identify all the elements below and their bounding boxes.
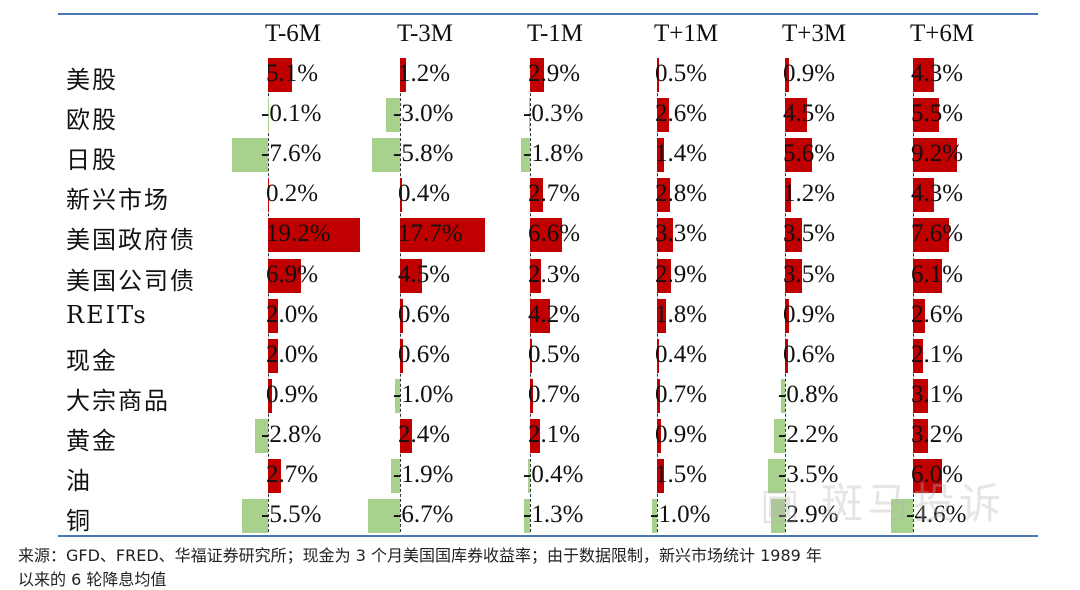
- value-label: -0.4%: [523, 461, 583, 489]
- column-header: T-3M: [397, 20, 517, 48]
- value-label: 0.7%: [655, 381, 707, 409]
- value-label: 3.5%: [783, 220, 835, 248]
- value-label: 0.9%: [266, 381, 318, 409]
- value-label: 2.6%: [655, 100, 707, 128]
- value-label: -1.3%: [523, 501, 583, 529]
- value-label: 2.9%: [655, 261, 707, 289]
- column-header: T+3M: [782, 20, 902, 48]
- row-label: 美股: [66, 60, 118, 95]
- value-label: 2.7%: [528, 180, 580, 208]
- watermark-logo: ▣ 斑马投诉: [760, 470, 1005, 531]
- value-label: 2.9%: [528, 60, 580, 88]
- source-note-line1: 来源：GFD、FRED、华福证券研究所；现金为 3 个月美国国库券收益率；由于数…: [18, 542, 822, 566]
- value-label: -0.3%: [523, 100, 583, 128]
- value-label: -2.8%: [261, 421, 321, 449]
- value-label: 2.1%: [911, 341, 963, 369]
- row-label: 日股: [66, 140, 118, 175]
- value-label: 6.1%: [911, 261, 963, 289]
- value-label: 6.9%: [266, 261, 318, 289]
- value-label: 1.8%: [655, 301, 707, 329]
- value-label: 1.2%: [783, 180, 835, 208]
- value-label: 1.5%: [655, 461, 707, 489]
- top-rule: [58, 13, 1038, 15]
- value-label: 4.5%: [398, 261, 450, 289]
- value-label: -1.0%: [393, 381, 453, 409]
- value-label: 0.9%: [655, 421, 707, 449]
- row-label: 现金: [66, 341, 118, 376]
- value-label: -0.8%: [778, 381, 838, 409]
- row-label: 油: [66, 461, 92, 496]
- value-label: 2.4%: [398, 421, 450, 449]
- source-note-line2: 以来的 6 轮降息均值: [18, 566, 166, 590]
- column-header: T-1M: [527, 20, 647, 48]
- value-label: 5.6%: [783, 140, 835, 168]
- value-label: 0.6%: [398, 341, 450, 369]
- value-label: 0.4%: [398, 180, 450, 208]
- value-label: 0.2%: [266, 180, 318, 208]
- row-label: 铜: [66, 501, 92, 536]
- value-label: 1.2%: [398, 60, 450, 88]
- value-label: 2.3%: [528, 261, 580, 289]
- value-label: 3.3%: [655, 220, 707, 248]
- value-label: 6.6%: [528, 220, 580, 248]
- column-header: T-6M: [265, 20, 385, 48]
- value-label: -1.0%: [650, 501, 710, 529]
- value-label: 2.0%: [266, 341, 318, 369]
- row-label: 欧股: [66, 100, 118, 135]
- row-label: REITs: [66, 301, 148, 329]
- value-label: 19.2%: [266, 220, 331, 248]
- value-label: -5.5%: [261, 501, 321, 529]
- value-label: 4.3%: [911, 180, 963, 208]
- value-label: 4.5%: [783, 100, 835, 128]
- value-label: 3.1%: [911, 381, 963, 409]
- value-label: 2.7%: [266, 461, 318, 489]
- value-label: 2.8%: [655, 180, 707, 208]
- row-label: 美国政府债: [66, 220, 196, 255]
- value-label: -6.7%: [393, 501, 453, 529]
- column-header: T+1M: [654, 20, 774, 48]
- value-label: -5.8%: [393, 140, 453, 168]
- value-label: 3.2%: [911, 421, 963, 449]
- value-label: 2.1%: [528, 421, 580, 449]
- value-label: 0.9%: [783, 301, 835, 329]
- value-label: -3.0%: [393, 100, 453, 128]
- value-label: -0.1%: [261, 100, 321, 128]
- value-label: 0.5%: [655, 60, 707, 88]
- value-label: 0.9%: [783, 60, 835, 88]
- value-label: 4.2%: [528, 301, 580, 329]
- value-label: 1.4%: [655, 140, 707, 168]
- value-label: -7.6%: [261, 140, 321, 168]
- bottom-rule: [58, 535, 1038, 537]
- value-label: 2.6%: [911, 301, 963, 329]
- value-label: 9.2%: [911, 140, 963, 168]
- value-label: 0.5%: [528, 341, 580, 369]
- row-label: 大宗商品: [66, 381, 170, 416]
- value-label: -1.9%: [393, 461, 453, 489]
- value-label: -2.2%: [778, 421, 838, 449]
- row-label: 新兴市场: [66, 180, 170, 215]
- value-label: 4.3%: [911, 60, 963, 88]
- value-label: 5.1%: [266, 60, 318, 88]
- value-label: 2.0%: [266, 301, 318, 329]
- value-label: 5.5%: [911, 100, 963, 128]
- value-label: 0.6%: [783, 341, 835, 369]
- value-label: 0.4%: [655, 341, 707, 369]
- value-label: -1.8%: [523, 140, 583, 168]
- row-label: 黄金: [66, 421, 118, 456]
- column-header: T+6M: [910, 20, 1030, 48]
- value-label: 17.7%: [398, 220, 463, 248]
- value-label: 0.7%: [528, 381, 580, 409]
- value-label: 3.5%: [783, 261, 835, 289]
- row-label: 美国公司债: [66, 261, 196, 296]
- value-label: 0.6%: [398, 301, 450, 329]
- value-label: 7.6%: [911, 220, 963, 248]
